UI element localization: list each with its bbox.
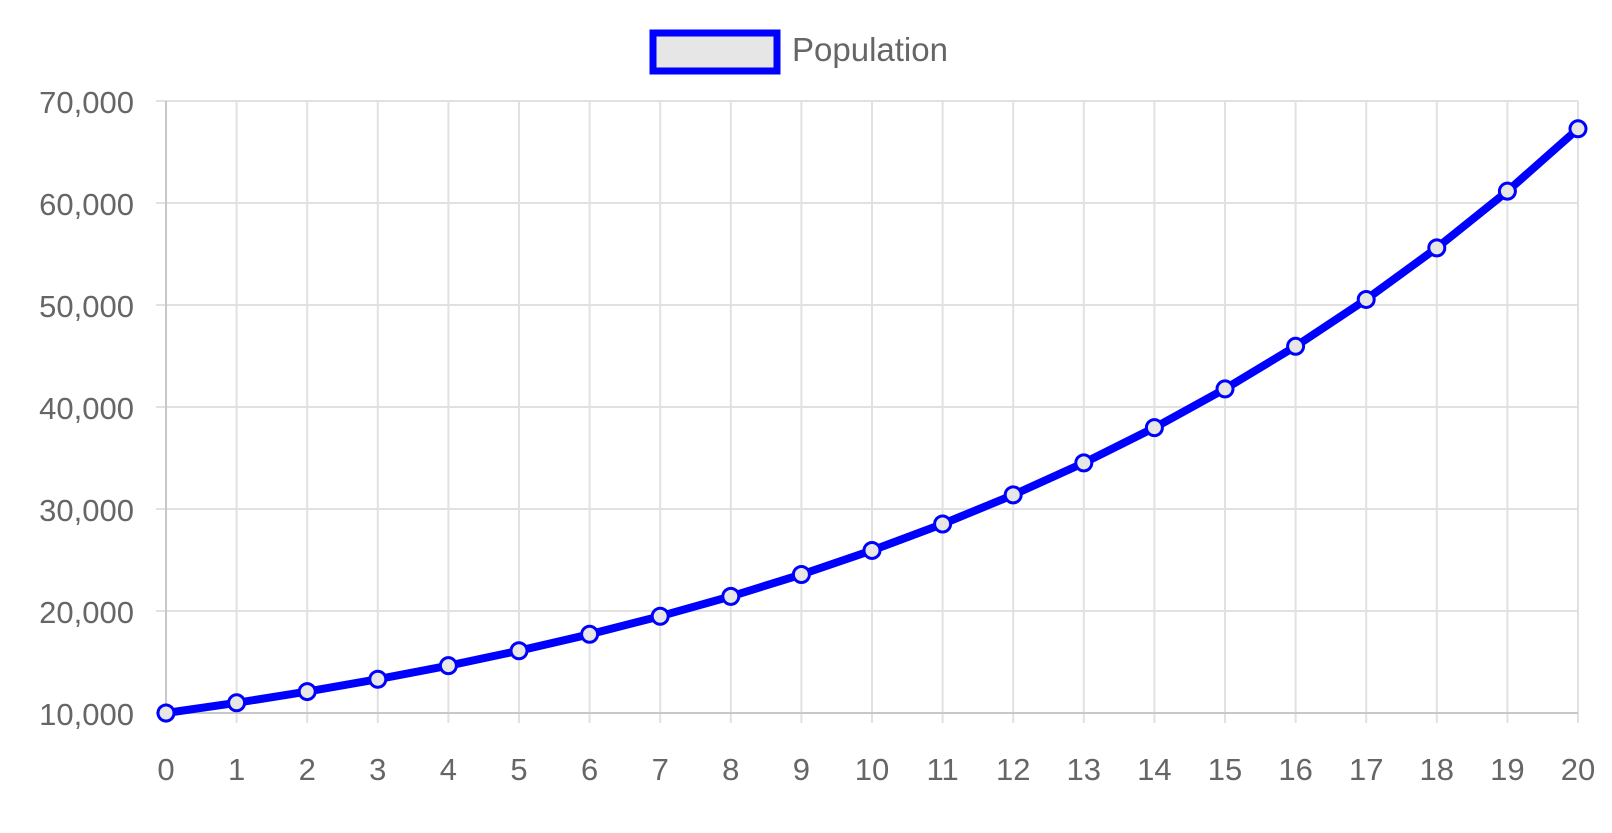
- y-tick-label: 10,000: [39, 697, 134, 732]
- data-point[interactable]: [1427, 238, 1447, 258]
- data-point[interactable]: [1003, 485, 1023, 505]
- data-point[interactable]: [1356, 289, 1376, 309]
- x-tick-label: 17: [1349, 752, 1383, 787]
- data-point[interactable]: [1497, 181, 1517, 201]
- x-tick-label: 10: [855, 752, 889, 787]
- x-tick-label: 11: [927, 752, 959, 787]
- x-axis-tick-labels: 0 1 2 3 4 5 6 7 8 9 10 11 12 13 14 15 16 17 18 19 20: [157, 752, 1595, 787]
- data-point[interactable]: [438, 656, 458, 676]
- x-tick-label: 7: [652, 752, 669, 787]
- x-tick-label: 3: [369, 752, 386, 787]
- x-tick-label: 4: [440, 752, 457, 787]
- data-points-population: [156, 119, 1588, 723]
- y-tick-label: 20,000: [39, 595, 134, 630]
- data-point[interactable]: [1215, 379, 1235, 399]
- data-point[interactable]: [227, 693, 247, 713]
- x-tick-label: 13: [1067, 752, 1101, 787]
- data-point[interactable]: [1144, 418, 1164, 438]
- x-tick-label: 1: [228, 752, 245, 787]
- x-tick-label: 20: [1561, 752, 1595, 787]
- data-point[interactable]: [297, 682, 317, 702]
- data-point[interactable]: [156, 703, 176, 723]
- data-point[interactable]: [650, 606, 670, 626]
- data-point[interactable]: [721, 586, 741, 606]
- data-point[interactable]: [791, 564, 811, 584]
- x-tick-label: 19: [1490, 752, 1524, 787]
- x-tick-label: 14: [1137, 752, 1171, 787]
- y-tick-label: 50,000: [39, 289, 134, 324]
- data-point[interactable]: [1568, 119, 1588, 139]
- data-point[interactable]: [1074, 453, 1094, 473]
- grid-lines: [156, 100, 1579, 723]
- x-tick-label: 2: [299, 752, 316, 787]
- x-tick-label: 0: [157, 752, 174, 787]
- x-tick-label: 12: [996, 752, 1030, 787]
- x-tick-label: 18: [1420, 752, 1454, 787]
- x-tick-label: 5: [510, 752, 527, 787]
- y-axis-tick-labels: 10,000 20,000 30,000 40,000 50,000 60,000 70,0…: [39, 85, 134, 732]
- x-tick-label: 9: [793, 752, 810, 787]
- data-point[interactable]: [509, 641, 529, 661]
- x-tick-label: 8: [722, 752, 739, 787]
- legend[interactable]: Population: [649, 29, 948, 75]
- data-point[interactable]: [933, 514, 953, 534]
- y-tick-label: 30,000: [39, 493, 134, 528]
- y-tick-label: 60,000: [39, 187, 134, 222]
- axes: [156, 101, 1578, 723]
- y-tick-label: 70,000: [39, 85, 134, 120]
- data-point[interactable]: [862, 540, 882, 560]
- data-point[interactable]: [1286, 336, 1306, 356]
- x-tick-label: 15: [1208, 752, 1242, 787]
- data-point[interactable]: [368, 669, 388, 689]
- y-tick-label: 40,000: [39, 391, 134, 426]
- x-tick-label: 16: [1278, 752, 1312, 787]
- data-point[interactable]: [580, 624, 600, 644]
- legend-label-population[interactable]: Population: [792, 31, 948, 68]
- legend-swatch-population[interactable]: [649, 29, 781, 75]
- x-tick-label: 6: [581, 752, 598, 787]
